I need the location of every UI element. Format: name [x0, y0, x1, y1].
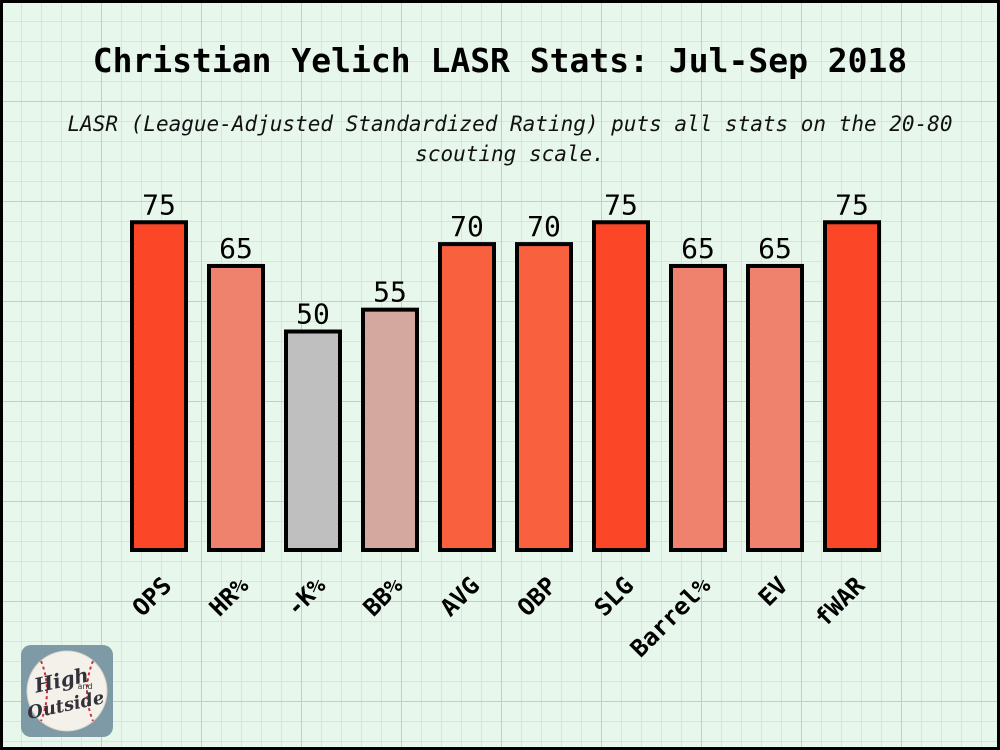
category-label-slg: SLG [589, 571, 639, 621]
value-label-k: 50 [296, 298, 330, 331]
bar-hr [207, 263, 265, 552]
value-label-fwar: 75 [835, 188, 869, 221]
bar-ops [130, 220, 188, 552]
category-label-ev: EV [753, 571, 793, 611]
category-label-hr: HR% [204, 571, 255, 622]
value-label-hr: 65 [219, 232, 253, 265]
bar-bb [361, 307, 419, 552]
category-label-bb: BB% [358, 571, 409, 622]
value-label-ev: 65 [758, 232, 792, 265]
bar-slg [592, 220, 650, 552]
bar-barrel [669, 263, 727, 552]
bar-avg [438, 242, 496, 552]
bar-fwar [823, 220, 881, 552]
value-label-obp: 70 [527, 210, 561, 243]
category-label-obp: OBP [512, 571, 562, 621]
category-label-barrel: Barrel% [625, 571, 717, 663]
bar-k [284, 329, 342, 552]
logo-text-and: and [77, 682, 92, 691]
category-label-ops: OPS [127, 571, 177, 621]
value-label-bb: 55 [373, 276, 407, 309]
value-label-ops: 75 [142, 188, 176, 221]
value-label-barrel: 65 [681, 232, 715, 265]
value-labels-group: 75 65 50 55 70 70 75 65 65 75 [142, 188, 869, 330]
category-label-fwar: fWAR [810, 571, 871, 632]
bar-obp [515, 242, 573, 552]
value-label-slg: 75 [604, 188, 638, 221]
chart-subtitle: LASR (League-Adjusted Standardized Ratin… [67, 112, 953, 166]
bar-ev [746, 263, 804, 552]
bars-group [130, 220, 881, 552]
category-label-avg: AVG [435, 571, 485, 621]
high-and-outside-logo: High and Outside [21, 645, 113, 737]
value-label-avg: 70 [450, 210, 484, 243]
chart-title: Christian Yelich LASR Stats: Jul-Sep 201… [92, 41, 908, 80]
category-label-k: -K% [281, 571, 332, 622]
bar-chart: 75 65 50 55 70 70 75 65 65 75 OPS HR% -K% BB% AVG OBP S… [127, 188, 881, 663]
